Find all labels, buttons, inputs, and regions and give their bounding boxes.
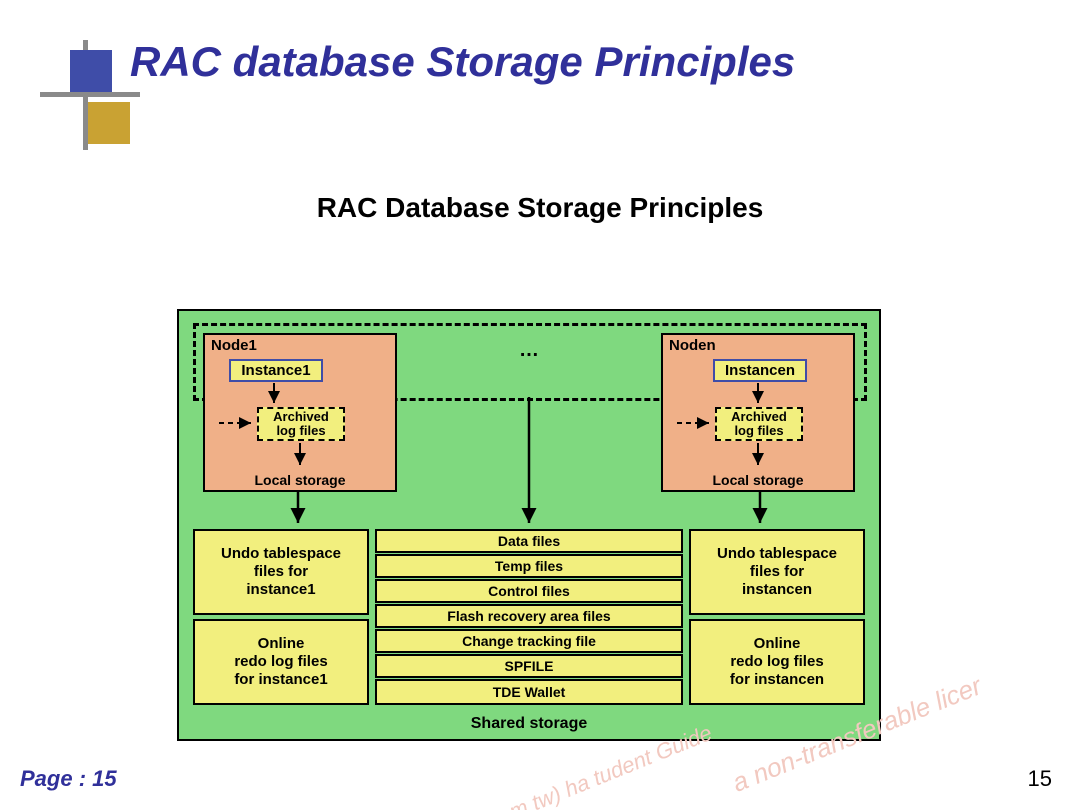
noden-instance: Instancen xyxy=(713,359,807,382)
diagram-title: RAC Database Storage Principles xyxy=(0,192,1080,224)
page-label: Page : 15 xyxy=(20,766,117,792)
undo-instancen: Undo tablespace files for instancen xyxy=(689,529,865,615)
mid-tde-wallet: TDE Wallet xyxy=(375,679,683,705)
mid-data-files: Data files xyxy=(375,529,683,553)
undo-instance1: Undo tablespace files for instance1 xyxy=(193,529,369,615)
noden-title: Noden xyxy=(669,337,716,354)
slide-logo xyxy=(30,40,140,150)
noden-local: Local storage xyxy=(663,472,853,488)
page-number: 15 xyxy=(1028,766,1052,792)
mid-change-tracking: Change tracking file xyxy=(375,629,683,653)
slide: RAC database Storage Principles RAC Data… xyxy=(0,0,1080,810)
shared-storage-label: Shared storage xyxy=(179,715,879,733)
slide-title: RAC database Storage Principles xyxy=(130,38,795,86)
mid-spfile: SPFILE xyxy=(375,654,683,678)
noden-archived: Archived log files xyxy=(715,407,803,441)
node1-instance: Instance1 xyxy=(229,359,323,382)
noden-box: Noden Instancen Archived log files Local… xyxy=(661,333,855,492)
mid-flash-recovery: Flash recovery area files xyxy=(375,604,683,628)
mid-control-files: Control files xyxy=(375,579,683,603)
storage-grid: Undo tablespace files for instance1 Onli… xyxy=(193,529,865,707)
node1-archived: Archived log files xyxy=(257,407,345,441)
node1-local: Local storage xyxy=(205,472,395,488)
redo-instance1: Online redo log files for instance1 xyxy=(193,619,369,705)
mid-temp-files: Temp files xyxy=(375,554,683,578)
redo-instancen: Online redo log files for instancen xyxy=(689,619,865,705)
storage-diagram: Node1 Instance1 Archived log files Local… xyxy=(177,309,881,741)
